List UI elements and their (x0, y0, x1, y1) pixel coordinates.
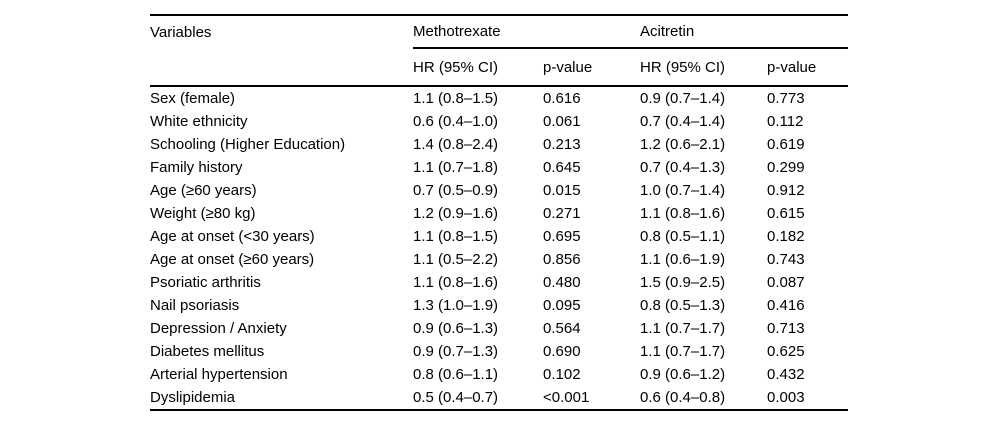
table-row: Nail psoriasis 1.3 (1.0–1.9) 0.095 0.8 (… (150, 294, 848, 317)
aci-p-cell: 0.912 (767, 182, 805, 199)
variable-cell: Schooling (Higher Education) (150, 136, 346, 153)
mtx-p-cell: 0.015 (543, 182, 581, 199)
mtx-p-cell: 0.616 (543, 90, 581, 107)
mtx-p-cell: 0.564 (543, 320, 581, 337)
variable-cell: Arterial hypertension (150, 366, 288, 383)
subheader-aci-p: p-value (767, 48, 849, 87)
aci-hr-cell: 1.1 (0.7–1.7) (640, 343, 726, 360)
aci-hr-cell: 1.0 (0.7–1.4) (640, 182, 726, 199)
variable-cell: Diabetes mellitus (150, 343, 265, 360)
mtx-p-cell: 0.271 (543, 205, 581, 222)
aci-hr-cell: 0.6 (0.4–0.8) (640, 389, 726, 406)
variable-cell: Depression / Anxiety (150, 320, 287, 337)
variable-cell: Dyslipidemia (150, 389, 236, 406)
subheader-mtx-p: p-value (543, 48, 641, 87)
variable-cell: Sex (female) (150, 90, 236, 107)
table-row: Diabetes mellitus 0.9 (0.7–1.3) 0.690 1.… (150, 340, 848, 363)
aci-p-cell: 0.182 (767, 228, 805, 245)
group-header-row: Variables Methotrexate Acitretin (150, 15, 849, 49)
aci-p-cell: 0.625 (767, 343, 805, 360)
table-row: Age at onset (<30 years) 1.1 (0.8–1.5) 0… (150, 225, 848, 248)
variable-cell: Age (≥60 years) (150, 182, 257, 199)
variable-cell: Weight (≥80 kg) (150, 205, 256, 222)
variable-cell: White ethnicity (150, 113, 248, 130)
table-row: Psoriatic arthritis 1.1 (0.8–1.6) 0.480 … (150, 271, 848, 294)
aci-hr-cell: 1.5 (0.9–2.5) (640, 274, 726, 291)
aci-p-cell: 0.773 (767, 90, 805, 107)
mtx-hr-cell: 0.5 (0.4–0.7) (413, 389, 499, 406)
mtx-hr-cell: 0.6 (0.4–1.0) (413, 113, 499, 130)
mtx-p-cell: 0.856 (543, 251, 581, 268)
mtx-p-cell: 0.645 (543, 159, 581, 176)
aci-p-cell: 0.087 (767, 274, 805, 291)
results-table-wrapper: Variables Methotrexate Acitretin HR (95%… (150, 14, 849, 411)
table-row: White ethnicity 0.6 (0.4–1.0) 0.061 0.7 … (150, 110, 848, 133)
aci-hr-cell: 0.7 (0.4–1.3) (640, 159, 726, 176)
mtx-hr-cell: 0.7 (0.5–0.9) (413, 182, 499, 199)
mtx-hr-cell: 0.9 (0.7–1.3) (413, 343, 499, 360)
variable-cell: Psoriatic arthritis (150, 274, 261, 291)
table-row: Age (≥60 years) 0.7 (0.5–0.9) 0.015 1.0 … (150, 179, 848, 202)
aci-hr-cell: 0.7 (0.4–1.4) (640, 113, 726, 130)
aci-p-cell: 0.416 (767, 297, 805, 314)
aci-p-cell: 0.003 (767, 389, 805, 406)
mtx-hr-cell: 0.9 (0.6–1.3) (413, 320, 499, 337)
aci-hr-cell: 1.1 (0.8–1.6) (640, 205, 726, 222)
table-header: Variables Methotrexate Acitretin HR (95%… (150, 15, 849, 87)
mtx-p-cell: 0.061 (543, 113, 581, 130)
mtx-hr-cell: 1.2 (0.9–1.6) (413, 205, 499, 222)
mtx-hr-cell: 0.8 (0.6–1.1) (413, 366, 499, 383)
table-row: Age at onset (≥60 years) 1.1 (0.5–2.2) 0… (150, 248, 848, 271)
mtx-p-cell: 0.213 (543, 136, 581, 153)
results-table: Variables Methotrexate Acitretin HR (95%… (150, 14, 849, 411)
aci-hr-cell: 0.9 (0.7–1.4) (640, 90, 726, 107)
subheader-mtx-hr: HR (95% CI) (413, 48, 543, 87)
mtx-hr-cell: 1.1 (0.7–1.8) (413, 159, 499, 176)
mtx-p-cell: 0.695 (543, 228, 581, 245)
variable-cell: Family history (150, 159, 243, 176)
mtx-hr-cell: 1.3 (1.0–1.9) (413, 297, 499, 314)
mtx-hr-cell: 1.1 (0.8–1.5) (413, 228, 499, 245)
mtx-hr-cell: 1.1 (0.8–1.5) (413, 90, 499, 107)
aci-hr-cell: 1.1 (0.6–1.9) (640, 251, 726, 268)
mtx-p-cell: 0.095 (543, 297, 581, 314)
aci-p-cell: 0.432 (767, 366, 805, 383)
table-row: Depression / Anxiety 0.9 (0.6–1.3) 0.564… (150, 317, 848, 340)
aci-p-cell: 0.743 (767, 251, 805, 268)
group-header-methotrexate: Methotrexate (413, 15, 641, 49)
subheader-aci-hr: HR (95% CI) (640, 48, 768, 87)
aci-p-cell: 0.615 (767, 205, 805, 222)
variables-subheader-spacer (150, 48, 413, 87)
aci-hr-cell: 0.8 (0.5–1.3) (640, 297, 726, 314)
mtx-hr-cell: 1.1 (0.5–2.2) (413, 251, 499, 268)
mtx-p-cell: 0.102 (543, 366, 581, 383)
table-row: Sex (female) 1.1 (0.8–1.5) 0.616 0.9 (0.… (150, 86, 848, 110)
table-row: Arterial hypertension 0.8 (0.6–1.1) 0.10… (150, 363, 848, 386)
mtx-p-cell: <0.001 (543, 389, 590, 406)
aci-p-cell: 0.713 (767, 320, 805, 337)
aci-p-cell: 0.299 (767, 159, 805, 176)
aci-p-cell: 0.619 (767, 136, 805, 153)
mtx-hr-cell: 1.4 (0.8–2.4) (413, 136, 499, 153)
aci-hr-cell: 1.1 (0.7–1.7) (640, 320, 726, 337)
variable-cell: Nail psoriasis (150, 297, 240, 314)
table-row: Dyslipidemia 0.5 (0.4–0.7) <0.001 0.6 (0… (150, 386, 848, 410)
variable-cell: Age at onset (<30 years) (150, 228, 315, 245)
mtx-p-cell: 0.480 (543, 274, 581, 291)
mtx-hr-cell: 1.1 (0.8–1.6) (413, 274, 499, 291)
variables-header: Variables (150, 23, 212, 41)
table-row: Schooling (Higher Education) 1.4 (0.8–2.… (150, 133, 848, 156)
subheader-row: HR (95% CI) p-value HR (95% CI) p-value (150, 48, 849, 87)
variable-cell: Age at onset (≥60 years) (150, 251, 315, 268)
aci-hr-cell: 0.8 (0.5–1.1) (640, 228, 726, 245)
aci-hr-cell: 1.2 (0.6–2.1) (640, 136, 726, 153)
group-header-acitretin: Acitretin (640, 15, 849, 49)
table-row: Family history 1.1 (0.7–1.8) 0.645 0.7 (… (150, 156, 848, 179)
table-row: Weight (≥80 kg) 1.2 (0.9–1.6) 0.271 1.1 … (150, 202, 848, 225)
aci-p-cell: 0.112 (767, 113, 804, 130)
mtx-p-cell: 0.690 (543, 343, 581, 360)
aci-hr-cell: 0.9 (0.6–1.2) (640, 366, 726, 383)
table-body: Sex (female) 1.1 (0.8–1.5) 0.616 0.9 (0.… (150, 86, 848, 410)
